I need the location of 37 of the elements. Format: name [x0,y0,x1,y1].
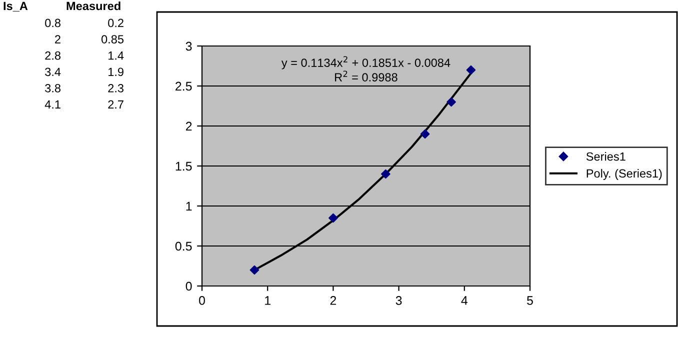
x-tick-label: 2 [330,296,336,305]
legend-label: Series1 [586,152,626,161]
text: 2.8 [45,51,60,60]
point [466,65,476,75]
text: 1.4 [108,52,124,60]
x-tick-label: 1 [265,296,270,305]
text: Measured [66,2,120,10]
y-tick-label: 1.5 [176,162,192,171]
point [250,265,260,275]
text: 0.8 [45,18,60,28]
annotation: R$^{2}$ = 0.9988 [335,70,398,82]
text: 2.7 [108,100,124,109]
text: 3.4 [45,68,61,76]
text: Is_A [4,2,28,12]
y-tick-label: 1 [186,202,192,211]
y-tick-label: 2.5 [176,82,192,91]
text: 0.2 [108,18,124,28]
annotation: y = 0.1134x$^{2}$ + 0.1851x - 0.0084 [281,56,450,70]
text: 1.9 [108,68,124,76]
text: 2 [55,35,60,44]
x-tick-label: 0 [199,296,205,305]
text: 2.3 [108,84,124,92]
x-tick-label: 4 [461,296,468,305]
x-tick-label: 5 [527,296,533,305]
y-tick-label: 0.5 [175,242,192,251]
point [420,129,430,139]
y-tick-label: 3 [186,42,192,51]
point [381,169,390,179]
y-tick-label: 0 [186,282,192,291]
text: 3.8 [45,84,60,92]
text: 4.1 [44,100,60,109]
point [328,213,338,223]
text: 0.85 [101,35,124,44]
x-tick-label: 3 [396,296,402,305]
point [446,97,456,107]
legend-label: Poly. (Series1) [586,168,662,180]
y-tick-label: 2 [186,122,192,131]
